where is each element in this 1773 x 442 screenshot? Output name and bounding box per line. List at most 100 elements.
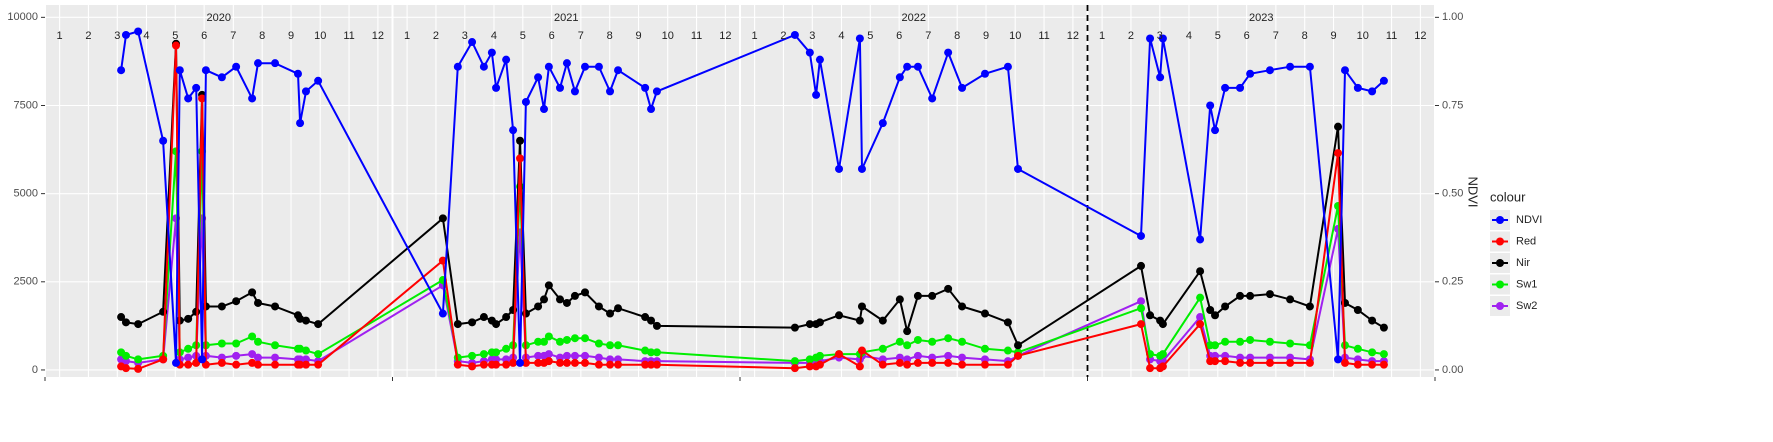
month-label: 10 xyxy=(662,30,674,42)
point xyxy=(647,105,656,114)
point xyxy=(117,66,126,75)
month-label: 1 xyxy=(1099,30,1105,42)
point xyxy=(857,164,866,173)
point xyxy=(1137,231,1146,240)
point xyxy=(1246,291,1255,300)
point xyxy=(492,83,501,92)
point xyxy=(958,83,967,92)
point xyxy=(192,83,201,92)
point xyxy=(492,360,501,369)
point xyxy=(1353,344,1362,353)
point xyxy=(1286,295,1295,304)
point xyxy=(1146,311,1155,320)
point xyxy=(581,288,590,297)
point xyxy=(534,351,543,360)
point xyxy=(198,355,207,364)
point xyxy=(121,351,130,360)
month-label: 8 xyxy=(259,30,265,42)
point xyxy=(581,351,590,360)
point xyxy=(1236,358,1245,367)
month-label: 6 xyxy=(549,30,555,42)
point xyxy=(1196,235,1205,244)
month-label: 3 xyxy=(809,30,815,42)
point xyxy=(479,350,488,359)
point xyxy=(641,313,650,322)
point xyxy=(121,30,130,39)
point xyxy=(1003,360,1012,369)
point xyxy=(544,281,553,290)
point xyxy=(201,66,210,75)
point xyxy=(1353,83,1362,92)
point xyxy=(544,332,553,341)
month-label: 12 xyxy=(719,30,731,42)
point xyxy=(790,364,799,373)
point xyxy=(878,344,887,353)
point xyxy=(453,360,462,369)
point xyxy=(254,59,263,68)
point xyxy=(1221,302,1230,311)
point xyxy=(581,62,590,71)
point xyxy=(468,318,477,327)
point xyxy=(1286,62,1295,71)
point xyxy=(958,360,967,369)
month-label: 1 xyxy=(752,30,758,42)
point xyxy=(790,30,799,39)
point xyxy=(184,360,193,369)
point xyxy=(453,320,462,329)
month-label: 2 xyxy=(780,30,786,42)
month-label: 5 xyxy=(520,30,526,42)
point xyxy=(1236,337,1245,346)
point xyxy=(271,341,280,350)
point xyxy=(581,334,590,343)
point xyxy=(544,62,553,71)
point xyxy=(815,55,824,64)
point xyxy=(1137,297,1146,306)
point xyxy=(296,119,305,128)
month-label: 8 xyxy=(954,30,960,42)
point xyxy=(855,362,864,371)
point xyxy=(314,360,323,369)
point xyxy=(980,69,989,78)
y2-tick-label: 1.00 xyxy=(1442,11,1463,23)
point xyxy=(641,360,650,369)
point xyxy=(895,337,904,346)
point xyxy=(594,302,603,311)
point xyxy=(248,94,257,103)
point xyxy=(1158,350,1167,359)
point xyxy=(516,136,525,145)
point xyxy=(944,351,953,360)
point xyxy=(614,341,623,350)
point xyxy=(790,323,799,332)
point xyxy=(614,304,623,313)
point xyxy=(855,316,864,325)
point xyxy=(301,87,310,96)
point xyxy=(555,337,564,346)
point xyxy=(438,309,447,318)
point xyxy=(134,355,143,364)
point xyxy=(198,94,207,103)
point xyxy=(509,358,518,367)
point xyxy=(314,76,323,85)
point xyxy=(1221,337,1230,346)
point xyxy=(805,320,814,329)
month-label: 8 xyxy=(1302,30,1308,42)
point xyxy=(562,358,571,367)
point xyxy=(134,364,143,373)
point xyxy=(815,351,824,360)
point xyxy=(913,335,922,344)
point xyxy=(1340,66,1349,75)
point xyxy=(232,339,241,348)
point xyxy=(453,62,462,71)
month-label: 11 xyxy=(691,30,702,42)
legend-label: NDVI xyxy=(1516,214,1542,226)
point xyxy=(1196,267,1205,276)
legend-label: Sw2 xyxy=(1516,300,1537,312)
point xyxy=(1368,360,1377,369)
point xyxy=(544,350,553,359)
point xyxy=(254,337,263,346)
point xyxy=(1236,83,1245,92)
point xyxy=(502,344,511,353)
point xyxy=(1305,62,1314,71)
point xyxy=(271,360,280,369)
point xyxy=(159,136,168,145)
